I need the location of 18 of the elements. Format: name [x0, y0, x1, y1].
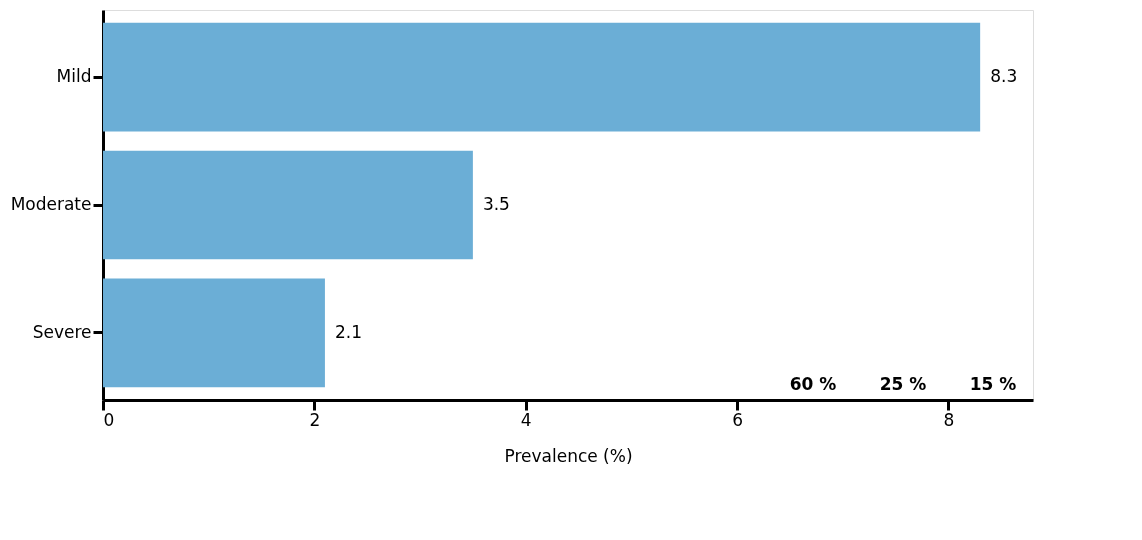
annotation: 25 %	[879, 374, 927, 394]
bar	[103, 22, 981, 132]
y-tick-label: Mild	[56, 66, 92, 87]
data-label: 3.5	[482, 194, 510, 214]
y-tick-label: Severe	[32, 321, 92, 342]
annotation: 60 %	[789, 374, 837, 394]
bar	[103, 150, 473, 260]
y-tick-label: Moderate	[10, 194, 92, 214]
x-tick-label: 8	[943, 409, 955, 430]
annotation: 15 %	[969, 374, 1017, 394]
data-label: 2.1	[334, 321, 362, 342]
data-label: 8.3	[990, 66, 1018, 87]
x-tick-label: 2	[309, 409, 321, 430]
bar	[103, 278, 325, 388]
x-tick-label: 4	[520, 409, 532, 430]
x-tick-label: 0	[103, 409, 115, 430]
x-axis-title: Prevalence (%)	[504, 445, 633, 466]
x-tick-label: 6	[732, 409, 743, 430]
